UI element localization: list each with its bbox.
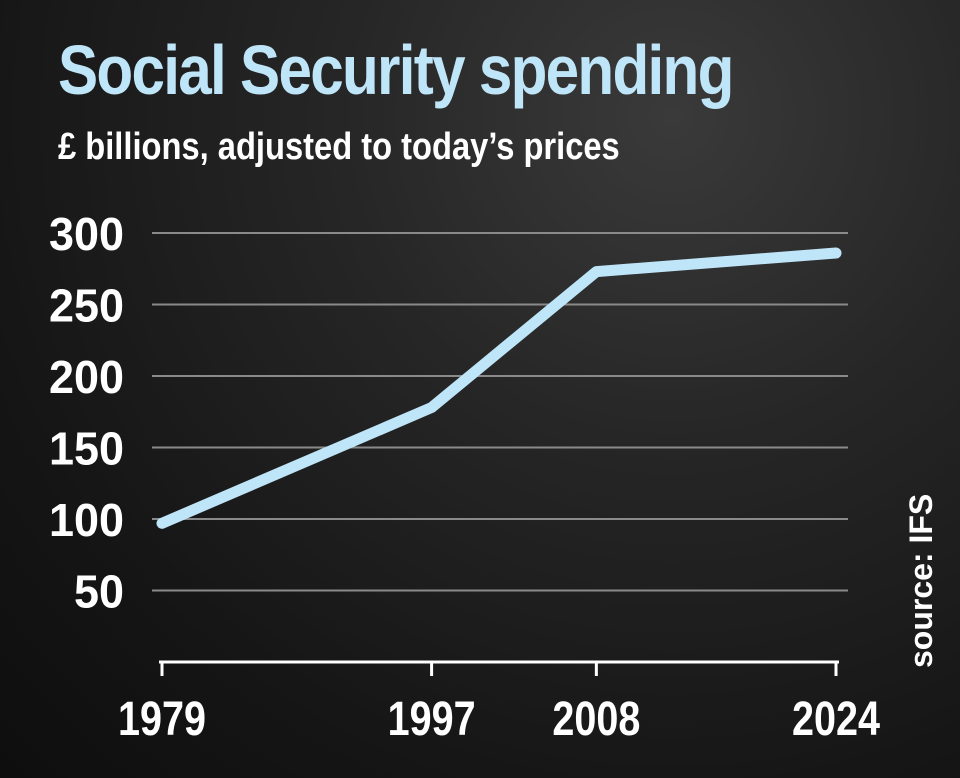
- y-tick-label-50: 50: [74, 566, 124, 618]
- x-tick-labels: 1979 1997 2008 2024: [118, 693, 880, 746]
- series-line-0: [156, 247, 842, 529]
- x-tick-label-2024: 2024: [792, 693, 880, 746]
- y-tick-labels: 50 100 150 200 250 300: [49, 208, 124, 618]
- source-note: source: IFS: [903, 494, 939, 668]
- x-tick-label-2008: 2008: [552, 693, 640, 746]
- gridlines: [152, 232, 848, 592]
- x-tick-label-1997: 1997: [388, 693, 476, 746]
- x-tick-label-1979: 1979: [118, 693, 206, 746]
- chart-subtitle: £ billions, adjusted to today’s prices: [58, 126, 620, 168]
- y-tick-label-150: 150: [49, 423, 124, 475]
- x-axis: [159, 660, 839, 676]
- chart-title: Social Security spending: [58, 31, 734, 109]
- y-tick-label-250: 250: [49, 280, 124, 332]
- y-tick-label-200: 200: [49, 351, 124, 403]
- y-tick-label-100: 100: [49, 494, 124, 546]
- y-tick-label-300: 300: [49, 208, 124, 260]
- series-layer: [156, 247, 842, 529]
